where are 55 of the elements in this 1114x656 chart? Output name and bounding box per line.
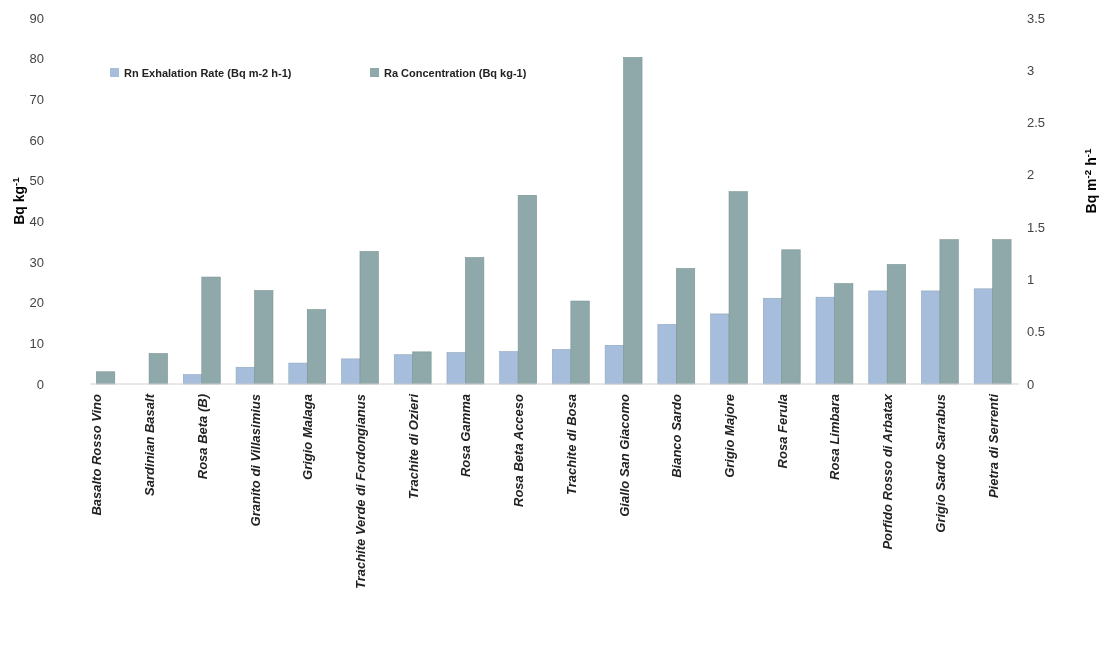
y2-tick-label: 1 [1027, 271, 1035, 287]
bar [728, 191, 748, 385]
x-tick-label: Grigio Sardo Sarrabus [932, 394, 948, 533]
bar [96, 371, 116, 385]
x-tick-label: Bianco Sardo [669, 393, 685, 478]
legend-label: Rn Exhalation Rate (Bq m-2 h-1) [124, 66, 292, 79]
bar [465, 257, 485, 385]
y-tick-label: 20 [29, 295, 44, 311]
y-tick-label: 50 [29, 173, 44, 189]
x-tick-label: Trachite di Bosa [563, 394, 579, 495]
y2-tick-label: 0.5 [1027, 324, 1046, 340]
x-tick-label: Rosa Beta Acceso [511, 393, 527, 507]
y-tick-label: 10 [29, 335, 44, 351]
bar [517, 195, 537, 385]
y-tick-label: 70 [29, 91, 44, 107]
bar [604, 345, 624, 385]
y2-tick-label: 1.5 [1027, 219, 1046, 235]
x-tick-label: Giallo San Giacomo [616, 393, 632, 517]
x-tick-label: Rosa Ferula [774, 394, 790, 469]
bar [235, 366, 255, 385]
bar [623, 57, 643, 385]
bar [201, 276, 221, 385]
y-tick-label: 80 [29, 51, 44, 67]
bar [254, 290, 274, 385]
bar [341, 358, 361, 385]
y-tick-label: 90 [29, 10, 44, 26]
x-tick-label: Granito di Villasimius [247, 394, 263, 527]
y2-tick-label: 0 [1027, 376, 1035, 392]
x-tick-label: Porfido Rosso di Arbatax [880, 393, 896, 550]
x-tick-label: Grigio Majore [722, 394, 738, 478]
x-tick-label: Trachite Verde di Fordongianus [352, 394, 368, 590]
bar [148, 353, 168, 385]
x-tick-label: Sardinian Basalt [142, 393, 158, 496]
y2-tick-label: 3 [1027, 62, 1035, 78]
bar [359, 251, 379, 385]
y2-tick-label: 2 [1027, 167, 1035, 183]
bar [306, 309, 326, 385]
y-tick-label: 60 [29, 132, 44, 148]
x-tick-label: Trachite di Ozieri [405, 393, 421, 500]
x-tick-label: Pietra di Serrenti [985, 393, 1001, 499]
y2-tick-label: 3.5 [1027, 10, 1046, 26]
y-tick-label: 0 [36, 376, 44, 392]
x-tick-label: Rosa Beta (B) [194, 394, 210, 480]
bar [288, 362, 308, 385]
bar [570, 300, 590, 385]
bar [499, 351, 519, 385]
x-tick-label: Rosa Limbara [827, 394, 843, 480]
x-tick-label: Grigio Malaga [300, 394, 316, 480]
y-tick-label: 30 [29, 254, 44, 270]
x-tick-label: Basalto Rosso Vino [89, 393, 105, 516]
legend-label: Ra Concentration (Bq kg-1) [384, 66, 527, 79]
bar [446, 352, 466, 385]
x-tick-label: Rosa Gamma [458, 394, 474, 478]
y-tick-label: 40 [29, 213, 44, 229]
y2-tick-label: 2.5 [1027, 115, 1046, 131]
